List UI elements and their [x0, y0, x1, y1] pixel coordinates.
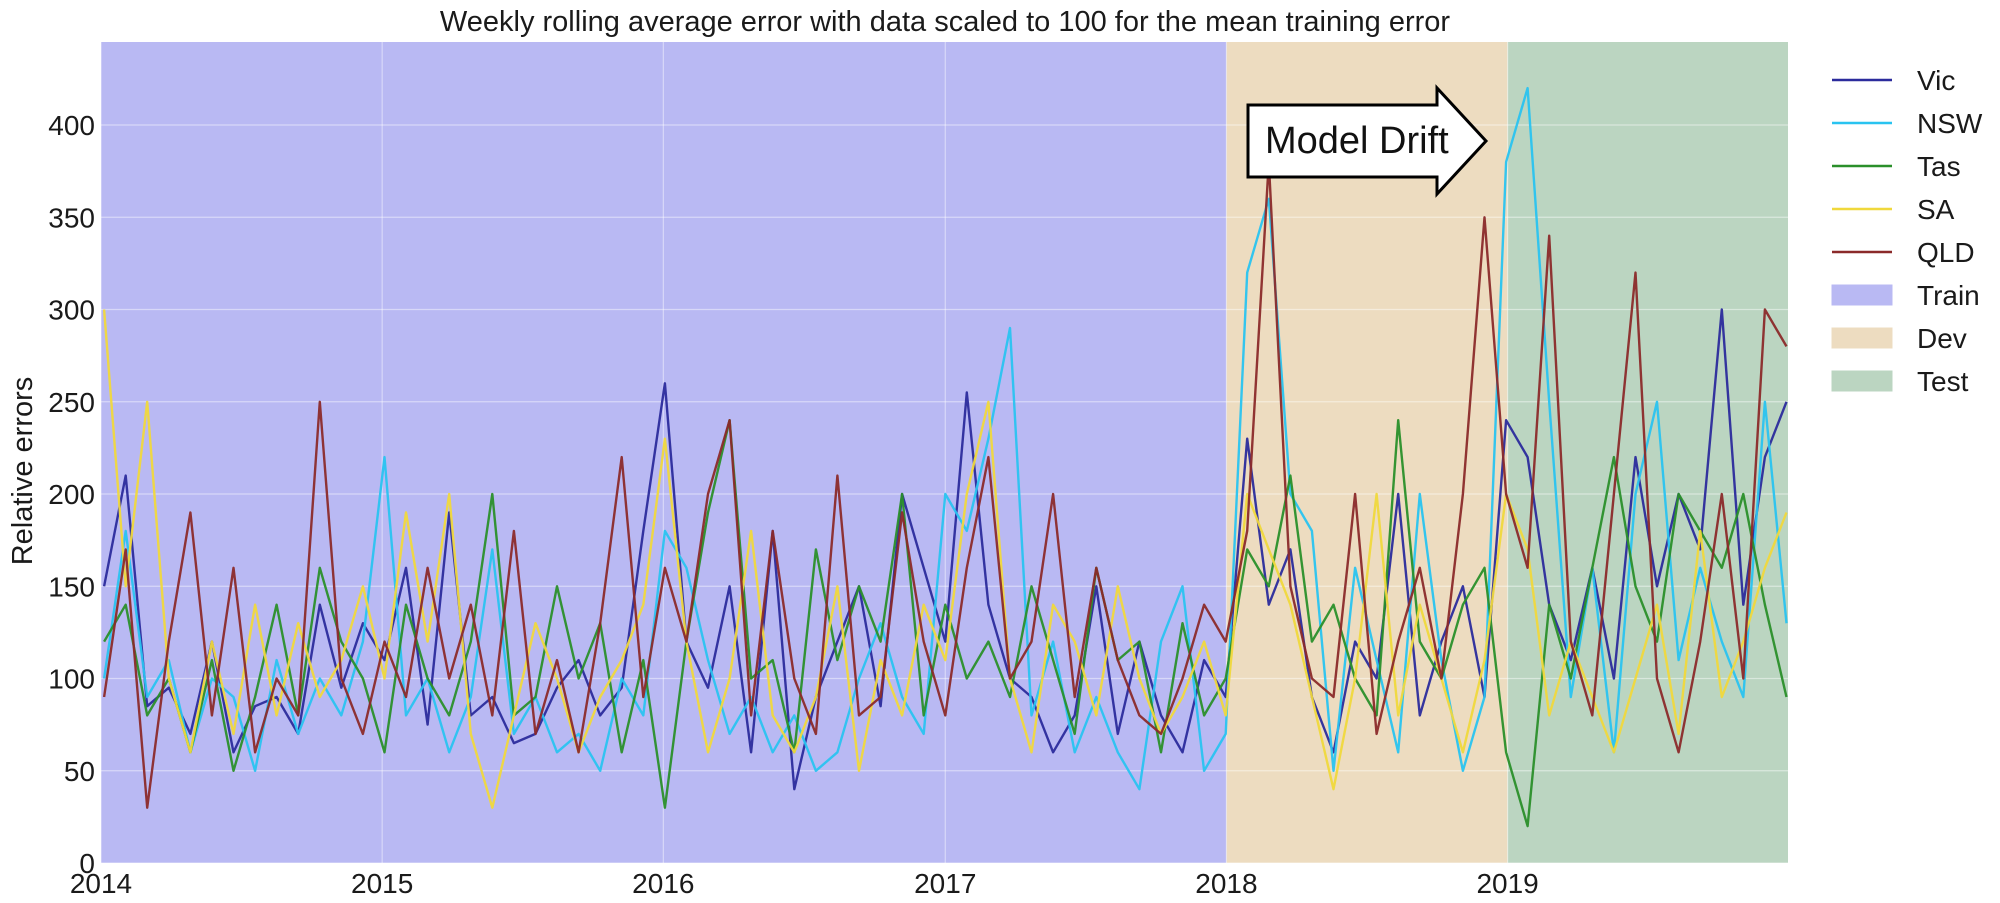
- legend-label-sa: SA: [1917, 194, 1955, 225]
- region-dev: [1226, 42, 1508, 863]
- y-tick-label: 250: [48, 387, 95, 418]
- x-axis-ticks: 2014 2015 2016 2017 2018 2019: [70, 868, 1539, 899]
- series-line-vic: [102, 308, 1788, 791]
- right-arrow-shape: [1246, 84, 1489, 198]
- legend-label-nsw: NSW: [1917, 108, 1983, 139]
- y-axis-ticks: 0 50 100 150 200 250 300 350 400: [48, 110, 95, 879]
- region-test: [1507, 42, 1788, 863]
- series-line-nsw: [102, 86, 1788, 791]
- period-regions: [101, 42, 1788, 863]
- y-tick-label: 400: [48, 110, 95, 141]
- y-tick-label: 350: [48, 202, 95, 233]
- legend-swatch-dev: [1831, 327, 1893, 349]
- y-tick-label: 200: [48, 479, 95, 510]
- x-tick-label: 2014: [70, 868, 132, 899]
- x-tick-label: 2019: [1476, 868, 1538, 899]
- legend-label-tas: Tas: [1917, 151, 1961, 182]
- x-tick-label: 2018: [1195, 868, 1257, 899]
- model-drift-annotation: Model Drift: [1246, 84, 1489, 198]
- y-axis-label: Relative errors: [7, 377, 39, 566]
- series-line-qld: [102, 160, 1788, 809]
- legend-label-qld: QLD: [1917, 237, 1975, 268]
- y-tick-label: 300: [48, 295, 95, 326]
- chart-title: Weekly rolling average error with data s…: [440, 6, 1450, 38]
- legend-label-dev: Dev: [1917, 323, 1967, 354]
- series-line-tas: [103, 419, 1788, 828]
- legend-label-vic: Vic: [1917, 65, 1955, 96]
- y-tick-label: 50: [64, 756, 95, 787]
- x-tick-label: 2015: [351, 868, 413, 899]
- annotation-label: Model Drift: [1265, 120, 1449, 162]
- y-tick-label: 150: [48, 571, 95, 602]
- legend-swatch-test: [1831, 370, 1893, 392]
- x-tick-label: 2016: [632, 868, 694, 899]
- x-tick-label: 2017: [914, 868, 976, 899]
- chart-legend: Vic NSW Tas SA QLD Train Dev Test: [1831, 65, 1983, 397]
- legend-label-train: Train: [1917, 280, 1980, 311]
- legend-label-test: Test: [1917, 366, 1969, 397]
- series-lines: [102, 86, 1788, 828]
- y-tick-label: 0: [79, 848, 95, 879]
- y-tick-label: 100: [48, 664, 95, 695]
- legend-swatch-train: [1831, 284, 1893, 306]
